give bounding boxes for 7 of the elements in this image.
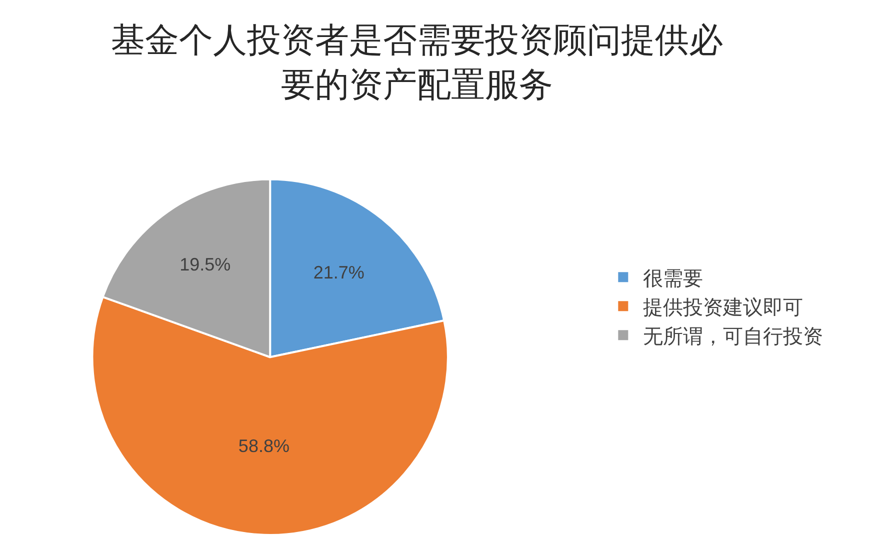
data-label: 58.8% — [238, 436, 290, 456]
chart-title: 基金个人投资者是否需要投资顾问提供必要的资产配置服务 — [110, 20, 723, 105]
legend-label: 提供投资建议即可 — [643, 294, 804, 319]
legend-label: 很需要 — [643, 266, 704, 290]
data-label: 19.5% — [180, 254, 231, 275]
data-label: 21.7% — [313, 262, 364, 282]
legend-label: 无所谓，可自行投资 — [643, 324, 824, 348]
